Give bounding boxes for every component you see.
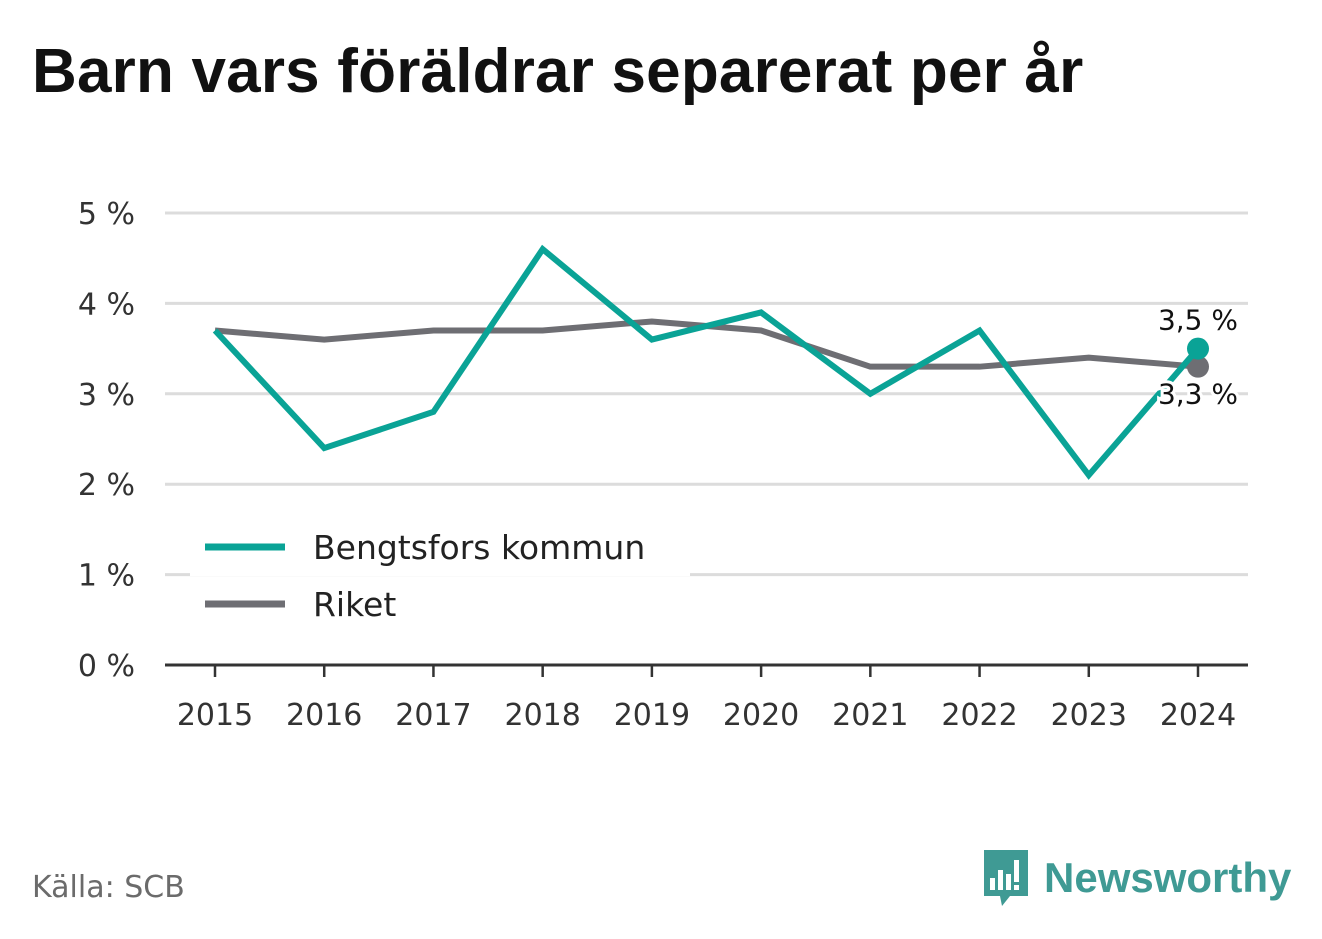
- series-lines: [212, 244, 1209, 480]
- x-tick-label: 2023: [1051, 698, 1127, 733]
- x-axis-ticks: 2015 2016 2017 2018 2019 2020 2021 2022 2023 2024: [177, 665, 1236, 733]
- end-point-marker: [1187, 355, 1209, 378]
- chart-title: Barn vars föräldrar separerat per år: [32, 37, 1084, 106]
- x-tick-label: 2016: [286, 698, 362, 733]
- x-tick-label: 2020: [723, 698, 799, 733]
- end-labels: 3,5 % 3,3 %: [1155, 301, 1241, 414]
- x-tick-label: 2017: [395, 698, 471, 733]
- legend-label: Bengtsfors kommun: [313, 528, 645, 567]
- y-tick-label: 2 %: [78, 468, 135, 503]
- y-tick-label: 4 %: [78, 287, 135, 322]
- brand-name: Newsworthy: [1044, 854, 1292, 901]
- x-tick-label: 2015: [177, 698, 253, 733]
- x-tick-label: 2022: [941, 698, 1017, 733]
- legend-label: Riket: [313, 585, 396, 624]
- y-tick-label: 0 %: [78, 649, 135, 684]
- y-tick-label: 1 %: [78, 559, 135, 594]
- y-axis-ticks: 0 % 1 % 2 % 3 % 4 % 5 %: [78, 197, 135, 684]
- x-tick-label: 2019: [614, 698, 690, 733]
- y-tick-label: 5 %: [78, 197, 135, 232]
- end-label: 3,5 %: [1158, 304, 1238, 337]
- x-tick-label: 2021: [832, 698, 908, 733]
- end-label: 3,3 %: [1158, 378, 1238, 411]
- source-note: Källa: SCB: [32, 870, 185, 905]
- bar-chart-speech-bubble-icon: [984, 850, 1028, 906]
- x-tick-label: 2024: [1160, 698, 1236, 733]
- brand-logo: Newsworthy: [980, 848, 1291, 908]
- legend: Bengtsfors kommun Riket: [190, 520, 690, 624]
- y-tick-label: 3 %: [78, 378, 135, 413]
- series-line: [212, 244, 1201, 480]
- end-point-marker: [1187, 337, 1209, 360]
- x-tick-label: 2018: [504, 698, 580, 733]
